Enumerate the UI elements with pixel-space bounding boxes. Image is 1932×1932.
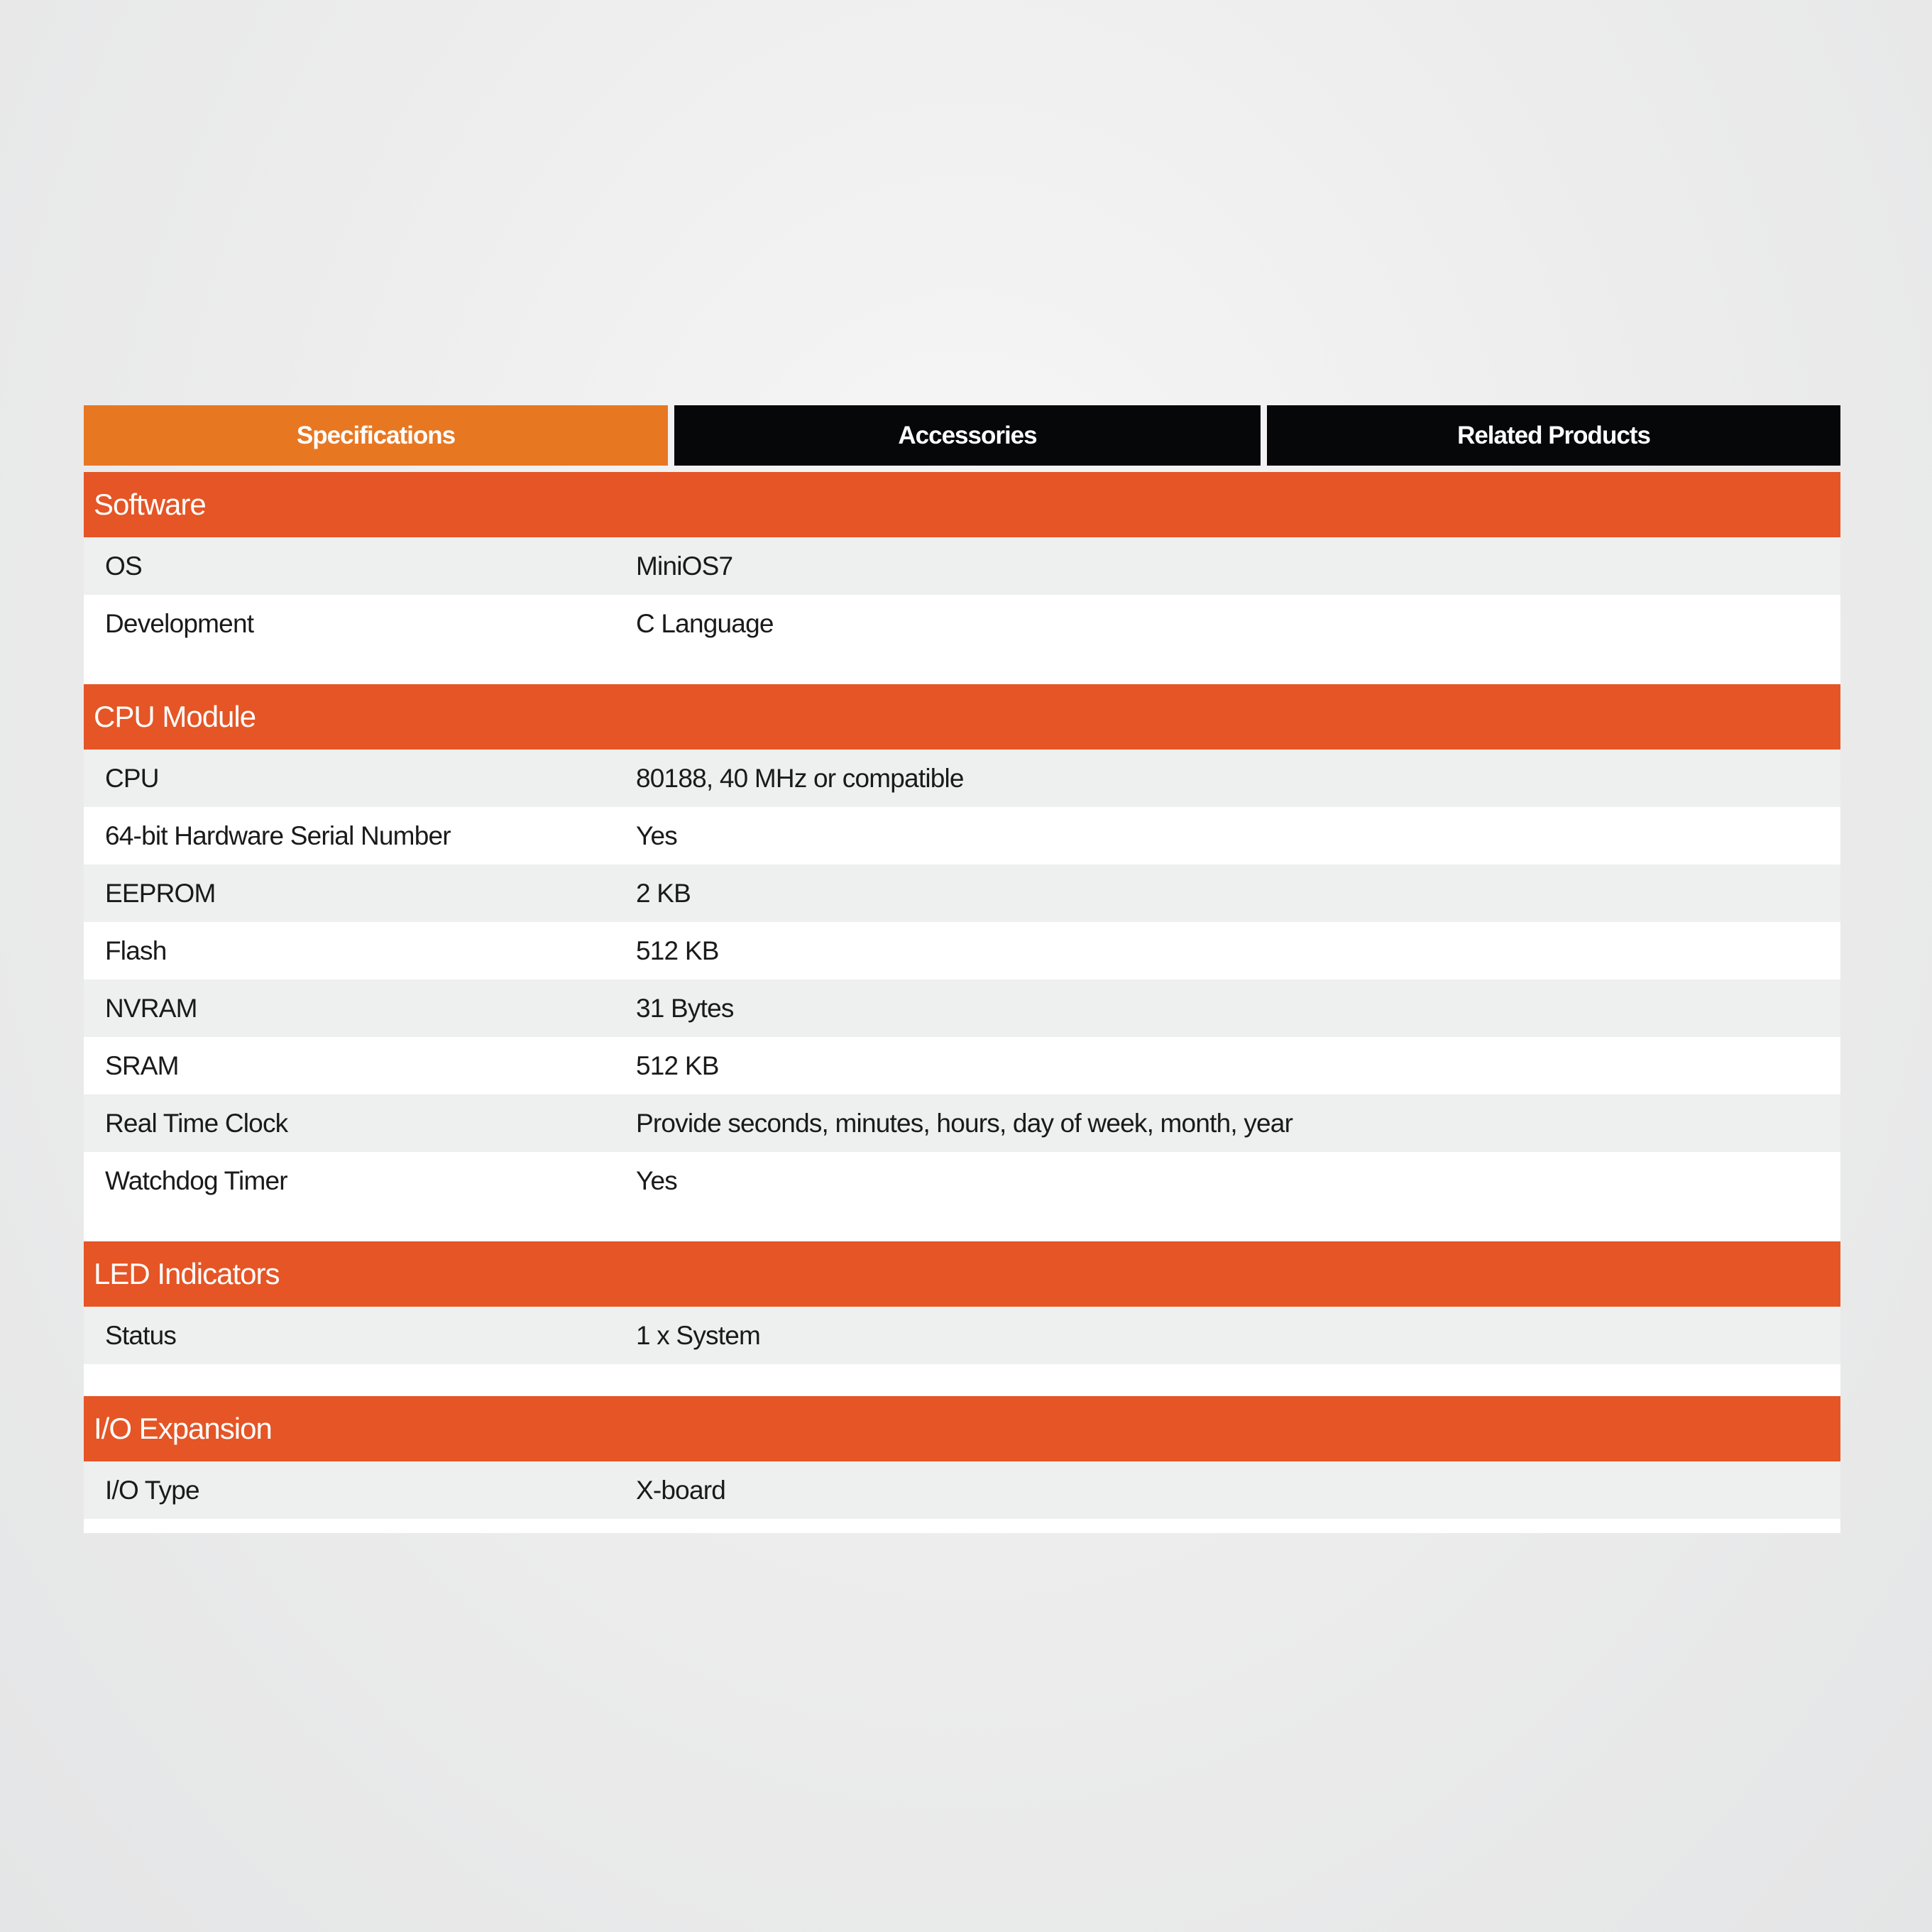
row-label: I/O Type: [105, 1475, 200, 1505]
spec-table: Software OS MiniOS7 Development C Language CP…: [84, 472, 1840, 1533]
row-value: Yes: [636, 1165, 678, 1195]
row-label: 64-bit Hardware Serial Number: [105, 820, 451, 850]
row-label: Development: [105, 608, 254, 638]
section-rows: Status 1 x System: [84, 1307, 1840, 1364]
row-label: OS: [105, 551, 143, 581]
section-header: CPU Module: [84, 684, 1840, 750]
section-header: I/O Expansion: [84, 1396, 1840, 1461]
section-spacer: [84, 1364, 1840, 1396]
table-row: I/O Type X-board: [84, 1461, 1840, 1519]
row-label: Watchdog Timer: [105, 1165, 288, 1195]
table-row: CPU 80188, 40 MHz or compatible: [84, 750, 1840, 807]
tab-accessories[interactable]: Accessories: [674, 405, 1261, 466]
spec-section: Software OS MiniOS7 Development C Language: [84, 472, 1840, 684]
table-row: Status 1 x System: [84, 1307, 1840, 1364]
section-spacer: [84, 1209, 1840, 1241]
section-header: Software: [84, 472, 1840, 537]
row-value: 80188, 40 MHz or compatible: [636, 763, 965, 793]
tab-specifications[interactable]: Specifications: [84, 405, 668, 466]
table-row: NVRAM 31 Bytes: [84, 979, 1840, 1037]
row-label: Flash: [105, 935, 167, 965]
row-value: 1 x System: [636, 1320, 761, 1350]
section-rows: CPU 80188, 40 MHz or compatible 64-bit Har…: [84, 750, 1840, 1209]
spec-section: I/O Expansion I/O Type X-board: [84, 1396, 1840, 1533]
row-value: X-board: [636, 1475, 726, 1505]
row-value: 512 KB: [636, 1050, 719, 1080]
row-label: Real Time Clock: [105, 1108, 288, 1138]
table-row: Flash 512 KB: [84, 922, 1840, 979]
table-row: OS MiniOS7: [84, 537, 1840, 595]
row-label: NVRAM: [105, 993, 197, 1023]
row-label: Status: [105, 1320, 177, 1350]
table-row: 64-bit Hardware Serial Number Yes: [84, 807, 1840, 865]
spec-section: CPU Module CPU 80188, 40 MHz or compatible…: [84, 684, 1840, 1241]
table-row: Real Time Clock Provide seconds, minutes,…: [84, 1094, 1840, 1152]
table-row: EEPROM 2 KB: [84, 865, 1840, 922]
tab-related-products[interactable]: Related Products: [1267, 405, 1840, 466]
table-row: Development C Language: [84, 595, 1840, 652]
row-value: 31 Bytes: [636, 993, 734, 1023]
row-value: Provide seconds, minutes, hours, day of …: [636, 1108, 1293, 1138]
row-label: CPU: [105, 763, 160, 793]
section-spacer: [84, 1519, 1840, 1533]
section-spacer: [84, 652, 1840, 684]
row-value: MiniOS7: [636, 551, 733, 581]
row-value: C Language: [636, 608, 774, 638]
table-row: SRAM 512 KB: [84, 1037, 1840, 1094]
tab-bar: Specifications Accessories Related Produ…: [84, 405, 1840, 466]
row-value: 512 KB: [636, 935, 719, 965]
row-label: SRAM: [105, 1050, 180, 1080]
row-label: EEPROM: [105, 878, 216, 908]
section-rows: I/O Type X-board: [84, 1461, 1840, 1519]
row-value: 2 KB: [636, 878, 691, 908]
table-row: Watchdog Timer Yes: [84, 1152, 1840, 1209]
section-rows: OS MiniOS7 Development C Language: [84, 537, 1840, 652]
section-header: LED Indicators: [84, 1241, 1840, 1307]
row-value: Yes: [636, 820, 678, 850]
spec-section: LED Indicators Status 1 x System: [84, 1241, 1840, 1396]
